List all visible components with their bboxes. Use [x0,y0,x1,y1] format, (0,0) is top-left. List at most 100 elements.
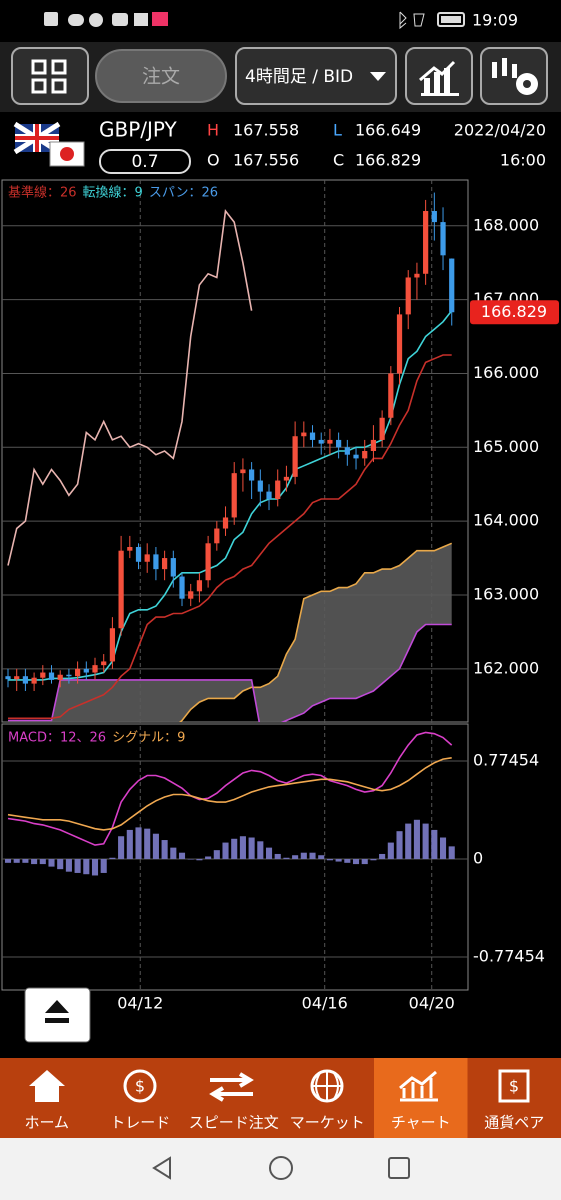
order-button[interactable] [95,49,227,103]
current-price-box [470,300,559,325]
candle-body [344,447,350,455]
status-time: 19:09 [472,11,518,30]
x-tick-label: 04/16 [302,994,348,1013]
home-button[interactable] [269,1156,293,1180]
bar-date: 2022/04/20 [454,121,546,140]
menu-button[interactable] [11,47,89,105]
legend-entry: 基準線：26 [8,185,77,201]
candle-body [292,436,298,477]
candle-body [405,277,411,315]
histogram-bar [170,847,177,860]
span-b-line [8,623,452,722]
candle-body [388,373,394,418]
nav-icons: $ $ [29,1069,530,1103]
histogram-bar [187,859,194,860]
candle-body [48,672,55,680]
candle-body [188,591,194,599]
x-tick-label: 04/12 [117,994,163,1013]
histogram-bar [144,828,151,860]
histogram-bar [335,859,342,862]
histogram-bar [48,859,55,867]
candle-body [449,258,455,313]
candle-body [309,432,316,440]
histogram-bar [74,859,81,873]
candle-body [240,469,246,474]
nav-label: スピード注文 [189,1114,279,1132]
indicator-line [8,310,453,681]
y-tick-label: 164.000 [473,511,539,530]
y-tick-label: 168.000 [473,215,539,234]
histogram-bar [344,859,351,863]
histogram-bar [292,855,299,860]
histogram-bar [196,859,203,861]
histogram-bar [283,857,290,860]
high-label: H [207,121,219,140]
candle-body [266,491,272,499]
histogram-bar [205,856,212,860]
histogram-bar [448,846,455,860]
candle-body [414,273,420,278]
y-tick-label: 0.77454 [473,751,539,770]
histogram-bar [413,819,420,860]
candle-body [40,672,46,678]
open-value: 167.556 [233,151,299,170]
close-label: C [333,151,344,170]
macd-line [7,757,452,831]
histogram-bar [178,852,186,860]
candle-body [327,439,333,444]
bar-time: 16:00 [500,151,546,170]
pair-name: GBP/JPY [99,118,178,142]
histogram-bar [135,827,142,860]
candle-body [257,480,263,492]
y-tick-label: -0.77454 [473,947,545,966]
candle-body [101,661,107,666]
chart-type-icon [419,60,459,96]
recents-button[interactable] [388,1157,410,1179]
timeframe-label: 4時間足 / BID [245,67,353,87]
timeframe-dropdown[interactable] [235,47,397,105]
histogram-bar [65,859,72,872]
open-label: O [207,151,220,170]
system-nav [0,1138,561,1200]
candle-body [370,439,377,451]
histogram-bar [161,840,168,860]
histogram-bar [57,859,64,870]
candle-body [301,432,307,437]
candle-body [92,665,98,673]
candle-body [196,580,203,592]
candle-body [396,314,403,374]
candle-body [275,480,281,499]
candle-body [249,469,255,481]
candle-body [179,576,185,599]
histogram-bar [387,842,394,860]
histogram-bar [396,831,403,860]
macd-plot [4,731,455,876]
candle-body [162,558,168,570]
candle-body [318,439,324,444]
histogram-bar [300,852,307,860]
nav-label: ホーム [24,1114,69,1132]
histogram-bar [422,823,429,860]
histogram-bar [126,829,133,860]
histogram-bar [100,859,107,873]
collapse-button[interactable] [24,987,91,1043]
axes: 162.000163.000164.000165.000166.000167.0… [8,185,559,1013]
histogram-bar [39,859,46,865]
legend-entry: スパン：26 [149,186,218,201]
svg-text:$: $ [509,1077,519,1096]
legend-entry: MACD：12、26 [8,731,106,746]
histogram-bar [352,859,360,865]
indicator-line [8,354,452,720]
nav-label: マーケット [290,1114,365,1132]
candle-body [222,517,229,529]
span-a-line [179,542,453,722]
candle-body [440,222,446,256]
candle-body [5,676,11,680]
histogram-bar [13,859,20,863]
macd-line [7,731,453,846]
histogram-bar [370,859,377,861]
back-button[interactable] [152,1156,171,1180]
candle-body [205,543,211,581]
high-value: 167.558 [233,121,299,140]
histogram-bar [405,823,412,860]
